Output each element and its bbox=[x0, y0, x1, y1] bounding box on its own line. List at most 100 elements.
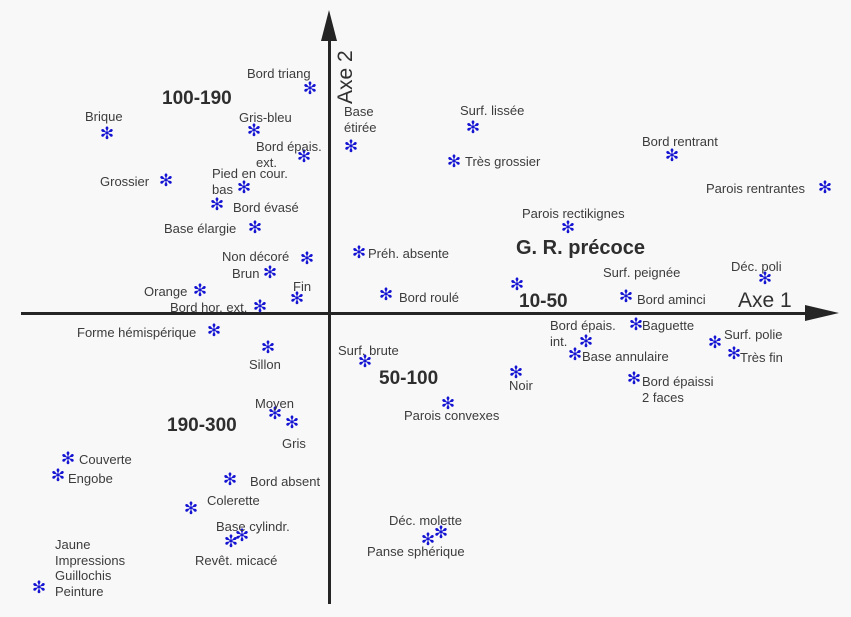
point-marker: ✻ bbox=[206, 321, 222, 342]
point-label: Gris-bleu bbox=[239, 110, 292, 125]
point-label: Sillon bbox=[249, 357, 281, 372]
x-axis-line bbox=[21, 312, 807, 315]
point-label: Parois rentrantes bbox=[706, 181, 805, 196]
point-marker: ✻ bbox=[222, 470, 238, 491]
point-marker: ✻ bbox=[440, 394, 456, 415]
point-label: Fin bbox=[293, 279, 312, 294]
point-marker: ✻ bbox=[284, 413, 300, 434]
point-label: Surf. lissée bbox=[460, 103, 525, 118]
point-marker: ✻ bbox=[296, 147, 312, 168]
point-marker: ✻ bbox=[626, 369, 642, 390]
point-label: Surf. peignée bbox=[603, 265, 681, 280]
group-label: 10-50 bbox=[519, 291, 568, 312]
point-marker: ✻ bbox=[223, 532, 239, 553]
point-label: Orange bbox=[144, 284, 188, 299]
point-marker: ✻ bbox=[246, 121, 262, 142]
group-label: 50-100 bbox=[379, 368, 439, 389]
point-marker: ✻ bbox=[299, 249, 315, 270]
point-label: Gris bbox=[282, 436, 306, 451]
point-label: Bord absent bbox=[250, 474, 321, 489]
point-label: Base annulaire bbox=[582, 349, 669, 364]
point-label: Couverte bbox=[79, 452, 132, 467]
point-label: Préh. absente bbox=[368, 246, 449, 261]
x-axis-arrow-icon bbox=[805, 305, 839, 321]
point-label: Engobe bbox=[68, 471, 113, 486]
point-label: Bord épais. ext. bbox=[256, 139, 322, 170]
group-label: G. R. précoce bbox=[516, 237, 645, 259]
point-marker: ✻ bbox=[209, 195, 225, 216]
point-marker: ✻ bbox=[158, 171, 174, 192]
y-axis-arrow-icon bbox=[321, 10, 337, 41]
point-label: Colerette bbox=[207, 493, 260, 508]
point-marker: ✻ bbox=[247, 218, 263, 239]
point-marker: ✻ bbox=[289, 289, 305, 310]
point-label: Base cylindr. bbox=[216, 519, 290, 534]
point-label: Brun bbox=[232, 266, 260, 281]
point-marker: ✻ bbox=[234, 526, 250, 547]
point-label: Non décoré bbox=[222, 249, 290, 264]
point-marker: ✻ bbox=[99, 124, 115, 145]
point-label: Brique bbox=[85, 109, 123, 124]
point-marker: ✻ bbox=[817, 178, 833, 199]
point-label: Bord évasé bbox=[233, 200, 299, 215]
point-label: Bord triang bbox=[247, 66, 311, 81]
point-marker: ✻ bbox=[726, 344, 742, 365]
point-marker: ✻ bbox=[351, 243, 367, 264]
point-marker: ✻ bbox=[50, 466, 66, 487]
point-marker: ✻ bbox=[60, 449, 76, 470]
point-label: Déc. molette bbox=[389, 513, 462, 528]
point-label: Noir bbox=[509, 378, 533, 393]
point-label: Revêt. micacé bbox=[195, 553, 278, 568]
point-label: Bord hor. ext. bbox=[170, 300, 248, 315]
point-label: Très fin bbox=[740, 350, 783, 365]
point-label: Bord épais. int. bbox=[550, 318, 616, 349]
point-marker: ✻ bbox=[183, 499, 199, 520]
point-marker: ✻ bbox=[192, 281, 208, 302]
point-label: Forme hémispérique bbox=[77, 325, 197, 340]
point-label: Parois convexes bbox=[404, 408, 500, 423]
point-marker: ✻ bbox=[509, 275, 525, 296]
point-label: Parois rectikignes bbox=[522, 206, 625, 221]
point-marker: ✻ bbox=[628, 315, 644, 336]
point-label: Pied en cour. bas bbox=[212, 166, 288, 197]
point-marker: ✻ bbox=[757, 269, 773, 290]
y-axis-line bbox=[328, 36, 331, 604]
y-axis-label: Axe 2 bbox=[334, 50, 357, 104]
group-label: 100-190 bbox=[162, 88, 232, 109]
point-marker: ✻ bbox=[707, 333, 723, 354]
point-marker: ✻ bbox=[446, 152, 462, 173]
point-label: Moyen bbox=[255, 396, 295, 411]
point-marker: ✻ bbox=[433, 523, 449, 544]
point-marker: ✻ bbox=[560, 218, 576, 239]
point-marker: ✻ bbox=[343, 137, 359, 158]
point-marker: ✻ bbox=[378, 285, 394, 306]
point-marker: ✻ bbox=[357, 352, 373, 373]
point-label: Grossier bbox=[100, 174, 150, 189]
point-label: Bord aminci bbox=[637, 292, 706, 307]
point-label: Surf. polie bbox=[724, 327, 783, 342]
point-label: Bord roulé bbox=[399, 290, 459, 305]
point-marker: ✻ bbox=[267, 404, 283, 425]
point-label: Base élargie bbox=[164, 221, 237, 236]
point-label: Très grossier bbox=[465, 154, 541, 169]
point-label: Baguette bbox=[642, 318, 695, 333]
point-label: Base étirée bbox=[344, 104, 377, 135]
point-marker: ✻ bbox=[236, 178, 252, 199]
point-label: Déc. poli bbox=[731, 259, 782, 274]
point-marker: ✻ bbox=[262, 263, 278, 284]
point-label: Surf. brute bbox=[338, 343, 399, 358]
point-label: Jaune Impressions Guillochis Peinture bbox=[55, 537, 126, 599]
point-label: Bord épaissi 2 faces bbox=[642, 374, 714, 405]
point-marker: ✻ bbox=[31, 578, 47, 599]
point-marker: ✻ bbox=[664, 146, 680, 167]
point-marker: ✻ bbox=[618, 287, 634, 308]
point-label: Bord rentrant bbox=[642, 134, 718, 149]
point-marker: ✻ bbox=[302, 79, 318, 100]
group-label: 190-300 bbox=[167, 415, 237, 436]
point-marker: ✻ bbox=[465, 118, 481, 139]
point-marker: ✻ bbox=[567, 345, 583, 366]
point-marker: ✻ bbox=[252, 297, 268, 318]
point-marker: ✻ bbox=[578, 332, 594, 353]
point-marker: ✻ bbox=[260, 338, 276, 359]
